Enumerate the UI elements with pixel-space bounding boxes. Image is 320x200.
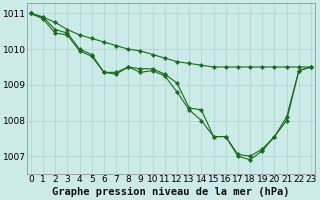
X-axis label: Graphe pression niveau de la mer (hPa): Graphe pression niveau de la mer (hPa) [52,187,290,197]
